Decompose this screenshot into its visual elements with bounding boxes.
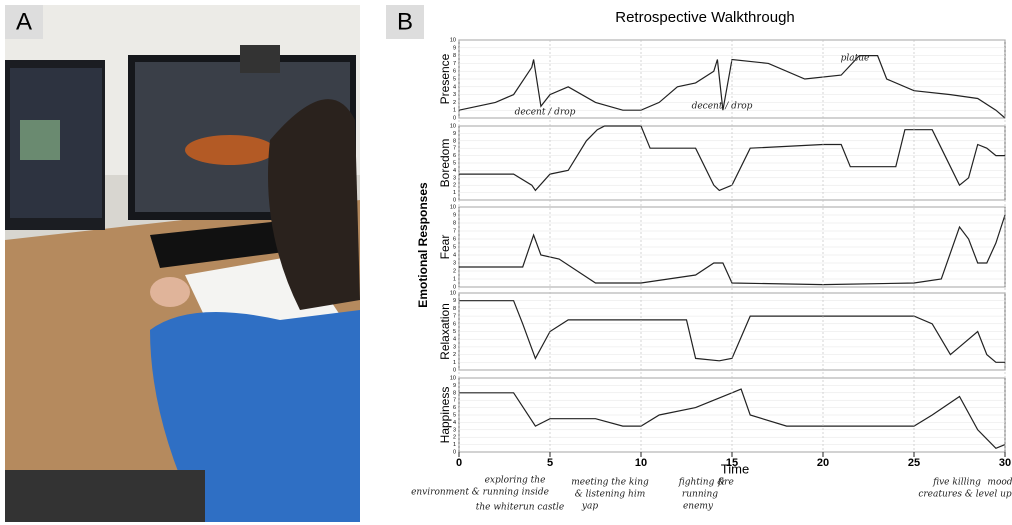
annotation: fire — [717, 478, 734, 488]
y-tick-label: 9 — [453, 212, 456, 218]
y-tick-label: 2 — [453, 268, 456, 274]
y-tick-label: 10 — [450, 204, 456, 210]
y-tick-label: 4 — [453, 84, 456, 90]
chart-title: Retrospective Walkthrough — [615, 9, 795, 26]
y-tick-label: 3 — [453, 260, 456, 266]
annotation: mood — [987, 478, 1012, 488]
y-tick-label: 2 — [453, 100, 456, 106]
y-tick-label: 0 — [453, 449, 456, 455]
y-tick-label: 7 — [453, 228, 456, 234]
y-tick-label: 3 — [453, 427, 456, 433]
y-tick-label: 1 — [453, 276, 456, 282]
y-tick-label: 2 — [453, 183, 456, 189]
y-tick-label: 1 — [453, 442, 456, 448]
y-tick-label: 2 — [453, 352, 456, 358]
y-tick-label: 8 — [453, 53, 456, 59]
subplot-label: Boredom — [438, 139, 452, 188]
y-tick-label: 9 — [453, 298, 456, 304]
y-tick-label: 8 — [453, 306, 456, 312]
y-tick-label: 0 — [453, 115, 456, 121]
y-tick-label: 4 — [453, 337, 456, 343]
y-tick-label: 8 — [453, 138, 456, 144]
y-tick-label: 6 — [453, 236, 456, 242]
y-tick-label: 5 — [453, 244, 456, 250]
y-tick-label: 10 — [450, 375, 456, 381]
y-tick-label: 1 — [453, 108, 456, 114]
y-tick-label: 2 — [453, 435, 456, 441]
y-tick-label: 10 — [450, 37, 456, 43]
y-tick-label: 7 — [453, 398, 456, 404]
y-tick-label: 7 — [453, 146, 456, 152]
y-tick-label: 5 — [453, 329, 456, 335]
subplot-label: Fear — [438, 235, 452, 260]
y-tick-label: 5 — [453, 160, 456, 166]
annotation: meeting the king — [571, 478, 649, 488]
y-tick-label: 7 — [453, 61, 456, 67]
annotation: exploring the — [485, 476, 546, 486]
line — [458, 55, 1006, 119]
y-tick-label: 6 — [453, 69, 456, 75]
annotation: & listening him — [575, 490, 646, 500]
annotation: environment & running inside — [411, 488, 549, 498]
y-tick-label: 4 — [453, 252, 456, 258]
y-tick-label: 0 — [453, 367, 456, 373]
y-tick-label: 5 — [453, 76, 456, 82]
line — [459, 300, 1005, 363]
y-tick-label: 9 — [453, 131, 456, 137]
y-tick-label: 7 — [453, 314, 456, 320]
y-tick-label: 1 — [453, 360, 456, 366]
y-tick-label: 6 — [453, 405, 456, 411]
y-tick-label: 8 — [453, 390, 456, 396]
panel-label: A — [16, 8, 32, 35]
y-tick-label: 5 — [453, 412, 456, 418]
x-tick-label: 25 — [908, 457, 920, 469]
annotation: decent / drop — [692, 102, 753, 112]
y-tick-label: 1 — [453, 190, 456, 196]
y-tick-label: 6 — [453, 153, 456, 159]
annotation: five killing — [932, 478, 981, 488]
x-tick-label: 30 — [999, 457, 1011, 469]
annotation: enemy — [683, 502, 714, 512]
annotation: creatures & level up — [918, 490, 1012, 500]
y-tick-label: 0 — [453, 197, 456, 203]
y-tick-label: 3 — [453, 92, 456, 98]
y-tick-label: 3 — [453, 344, 456, 350]
y-tick-label: 10 — [450, 123, 456, 129]
y-tick-label: 8 — [453, 220, 456, 226]
panel-label: B — [397, 8, 413, 35]
x-tick-label: 10 — [635, 457, 647, 469]
y-axis-title: Emotional Responses — [416, 182, 430, 308]
y-tick-label: 4 — [453, 168, 456, 174]
line — [459, 388, 1006, 450]
y-tick-label: 0 — [453, 284, 456, 290]
subplot-label: Relaxation — [438, 303, 452, 360]
line — [459, 214, 1006, 286]
annotation: the whiterun castle — [476, 503, 565, 513]
annotation: fighting & — [678, 478, 726, 488]
subplot-label: Happiness — [438, 387, 452, 444]
panel-label-box — [5, 5, 43, 39]
annotation: yap — [581, 502, 598, 512]
subplot-label: Presence — [438, 53, 452, 104]
panel-label-box — [386, 5, 424, 39]
y-tick-label: 9 — [453, 45, 456, 51]
x-tick-label: 5 — [547, 457, 553, 469]
y-tick-label: 9 — [453, 383, 456, 389]
x-tick-label: 15 — [726, 457, 738, 469]
y-tick-label: 3 — [453, 175, 456, 181]
photo — [5, 5, 360, 522]
annotation: running — [682, 490, 718, 500]
x-axis-title: Time — [721, 461, 749, 476]
y-tick-label: 6 — [453, 321, 456, 327]
y-tick-label: 10 — [450, 290, 456, 296]
x-tick-label: 0 — [456, 457, 462, 469]
y-tick-label: 4 — [453, 420, 456, 426]
annotation: decent / drop — [515, 108, 576, 118]
annotation: platue — [841, 54, 870, 64]
x-tick-label: 20 — [817, 457, 829, 469]
